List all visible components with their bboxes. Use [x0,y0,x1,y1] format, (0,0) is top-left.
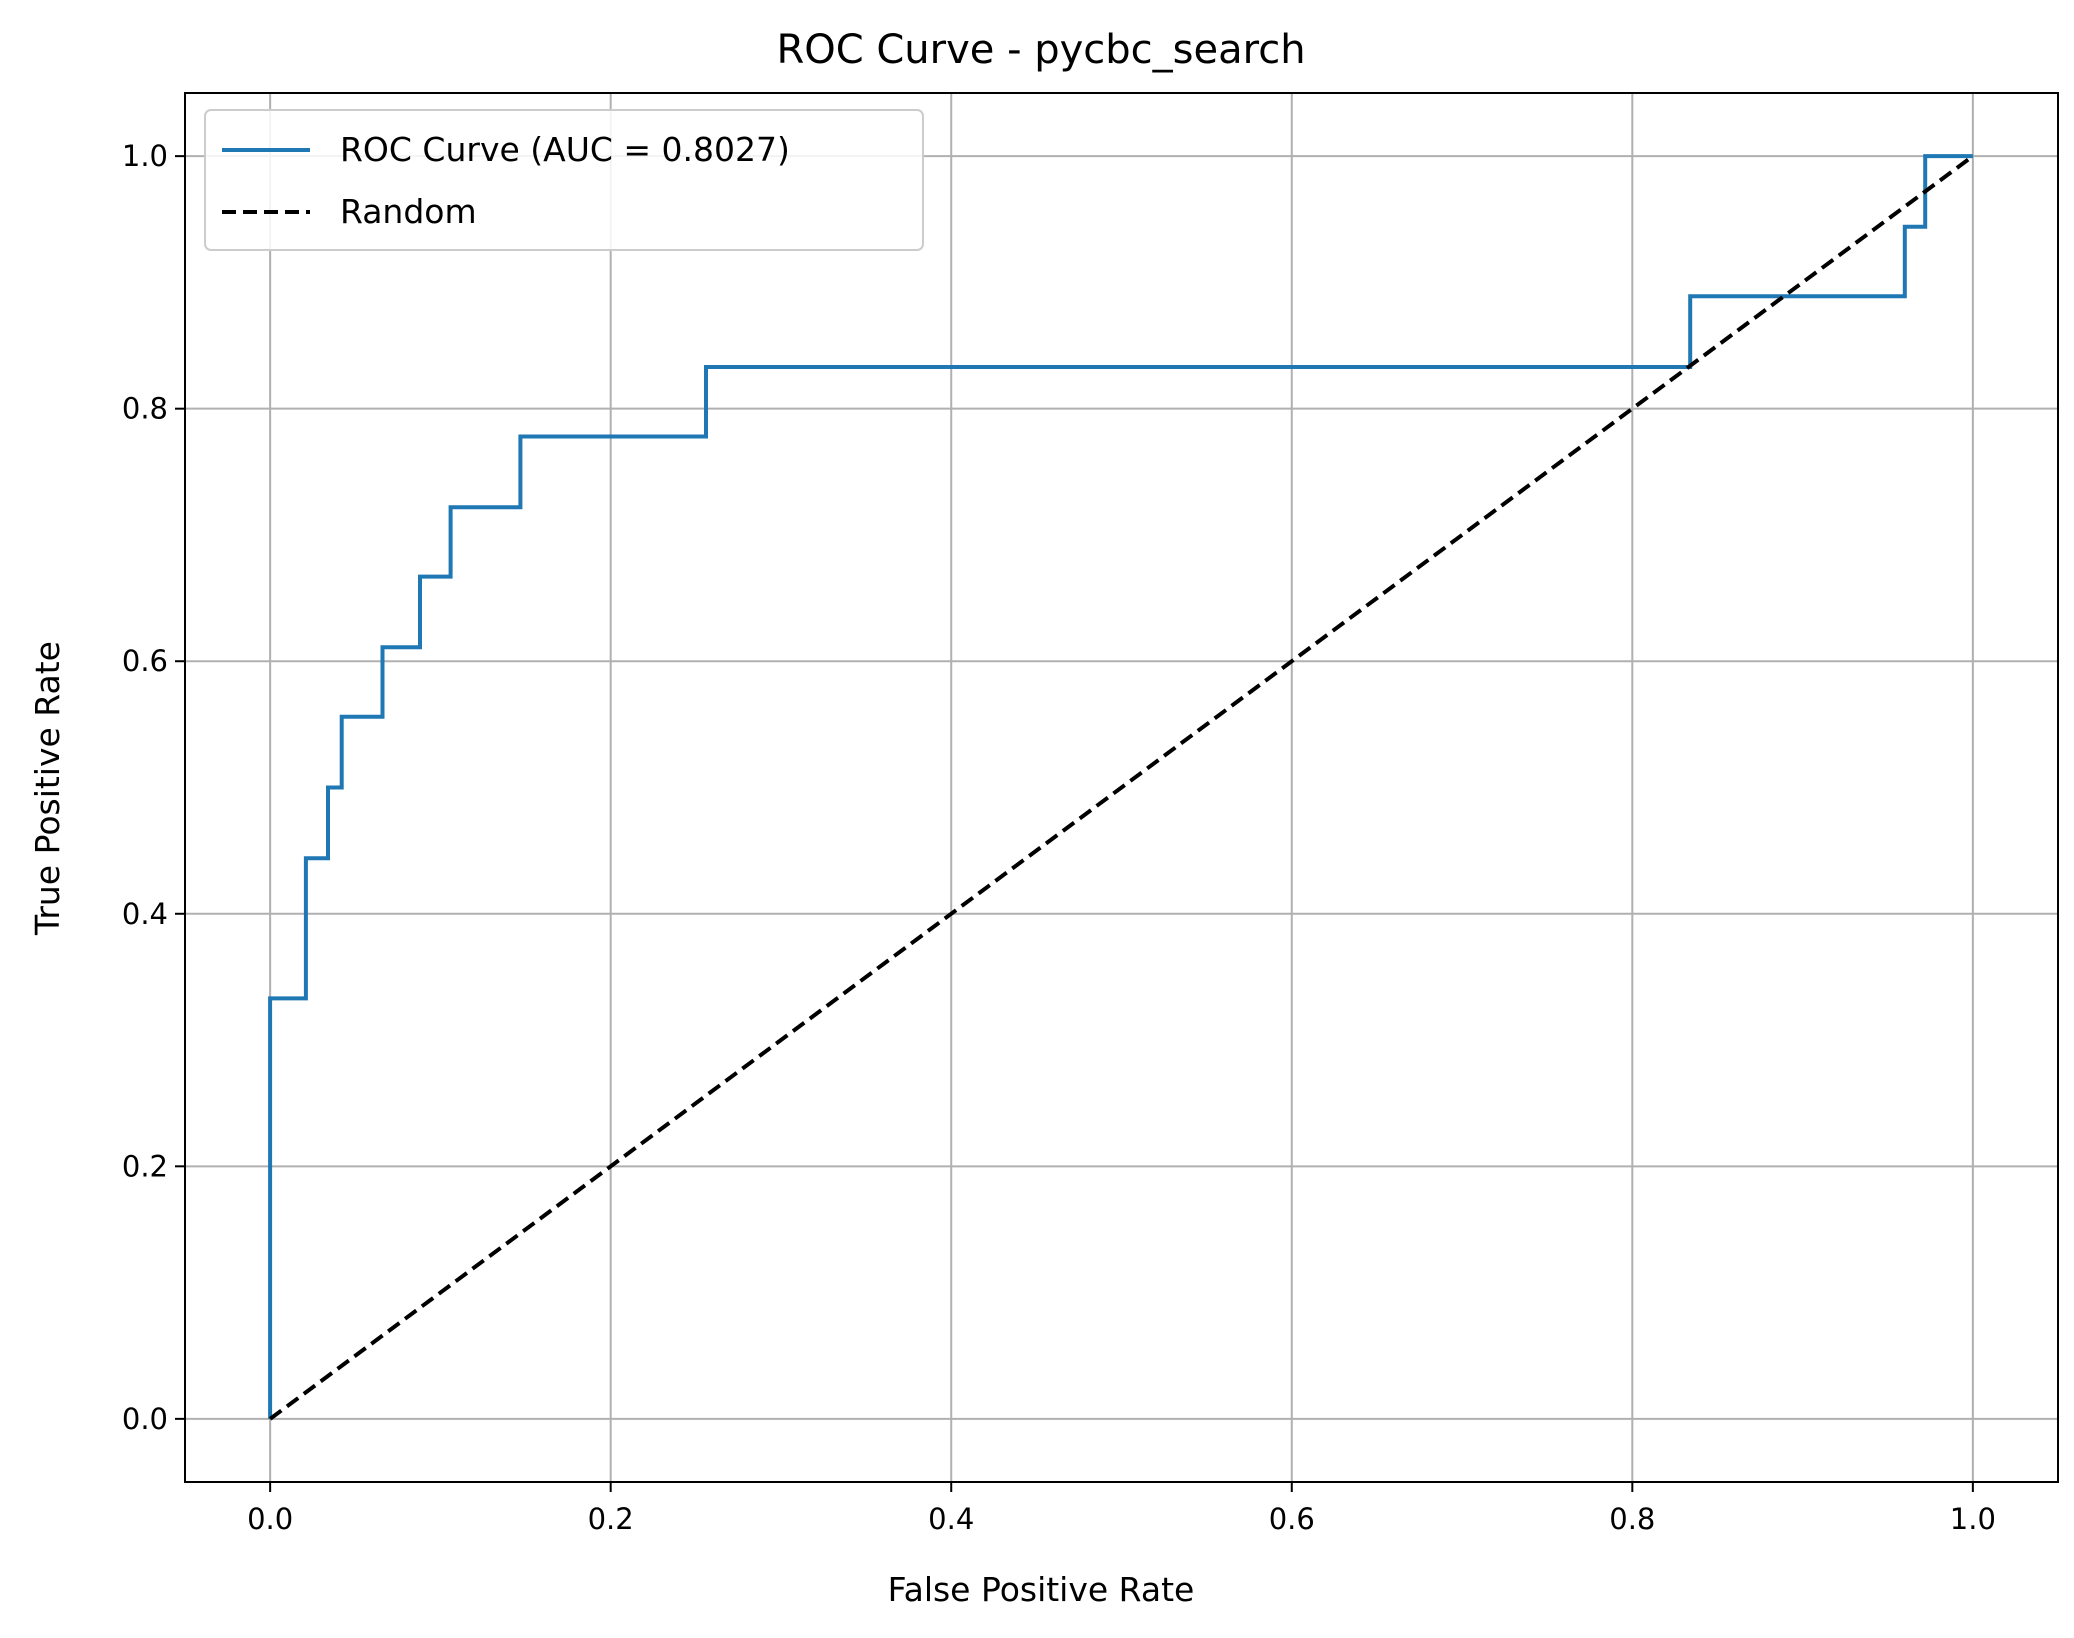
chart-title: ROC Curve - pycbc_search [776,27,1305,73]
grid-layer [185,93,2058,1482]
y-tick-label: 1.0 [122,139,168,173]
roc-curve-line [268,154,1973,1419]
y-tick-label: 0.6 [122,644,168,678]
random-baseline-line [268,154,1975,1421]
x-axis-label: False Positive Rate [888,1570,1195,1609]
y-tick-label: 0.4 [122,897,168,931]
y-tick-label: 0.0 [122,1402,168,1436]
x-tick-label: 0.4 [928,1502,974,1536]
x-tick-label: 0.0 [247,1502,293,1536]
x-tick-label: 0.6 [1269,1502,1315,1536]
legend-label-roc: ROC Curve (AUC = 0.8027) [340,130,790,169]
legend: ROC Curve (AUC = 0.8027) Random [204,109,924,251]
x-tick-label: 1.0 [1950,1502,1996,1536]
legend-box [204,109,924,251]
series-layer [268,154,1975,1421]
x-tick-label: 0.8 [1609,1502,1655,1536]
x-tick-label: 0.2 [588,1502,634,1536]
plot-frame [184,92,2059,1483]
legend-label-random: Random [340,192,477,231]
y-axis-label: True Positive Rate [28,641,67,936]
y-tick-label: 0.8 [122,392,168,426]
tick-layer: 0.0 0.2 0.4 0.6 0.8 1.0 0.0 0.2 0.4 0.6 0.8 1.0 [122,139,1996,1536]
y-tick-label: 0.2 [122,1149,168,1183]
